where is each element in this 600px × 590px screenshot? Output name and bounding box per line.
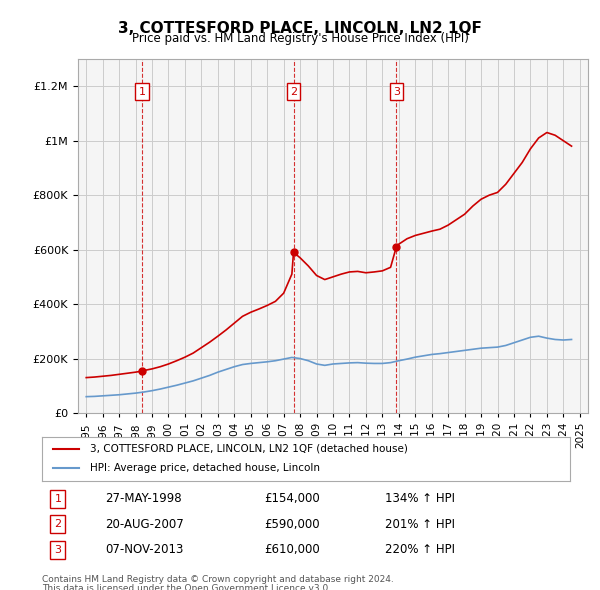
- Text: 3, COTTESFORD PLACE, LINCOLN, LN2 1QF: 3, COTTESFORD PLACE, LINCOLN, LN2 1QF: [118, 21, 482, 35]
- Text: 134% ↑ HPI: 134% ↑ HPI: [385, 492, 455, 505]
- Text: 1: 1: [139, 87, 146, 97]
- Text: 07-NOV-2013: 07-NOV-2013: [106, 543, 184, 556]
- Text: This data is licensed under the Open Government Licence v3.0.: This data is licensed under the Open Gov…: [42, 584, 331, 590]
- Text: 3: 3: [55, 545, 61, 555]
- Text: £154,000: £154,000: [264, 492, 320, 505]
- Text: 2: 2: [54, 519, 61, 529]
- Text: £610,000: £610,000: [264, 543, 320, 556]
- Text: 220% ↑ HPI: 220% ↑ HPI: [385, 543, 455, 556]
- Text: 201% ↑ HPI: 201% ↑ HPI: [385, 517, 455, 530]
- Text: 3, COTTESFORD PLACE, LINCOLN, LN2 1QF (detached house): 3, COTTESFORD PLACE, LINCOLN, LN2 1QF (d…: [89, 444, 407, 454]
- Text: 27-MAY-1998: 27-MAY-1998: [106, 492, 182, 505]
- Text: 20-AUG-2007: 20-AUG-2007: [106, 517, 184, 530]
- Text: 3: 3: [393, 87, 400, 97]
- Text: 1: 1: [55, 494, 61, 504]
- Text: Price paid vs. HM Land Registry's House Price Index (HPI): Price paid vs. HM Land Registry's House …: [131, 32, 469, 45]
- Text: £590,000: £590,000: [264, 517, 319, 530]
- Text: Contains HM Land Registry data © Crown copyright and database right 2024.: Contains HM Land Registry data © Crown c…: [42, 575, 394, 584]
- Text: HPI: Average price, detached house, Lincoln: HPI: Average price, detached house, Linc…: [89, 464, 320, 473]
- Text: 2: 2: [290, 87, 297, 97]
